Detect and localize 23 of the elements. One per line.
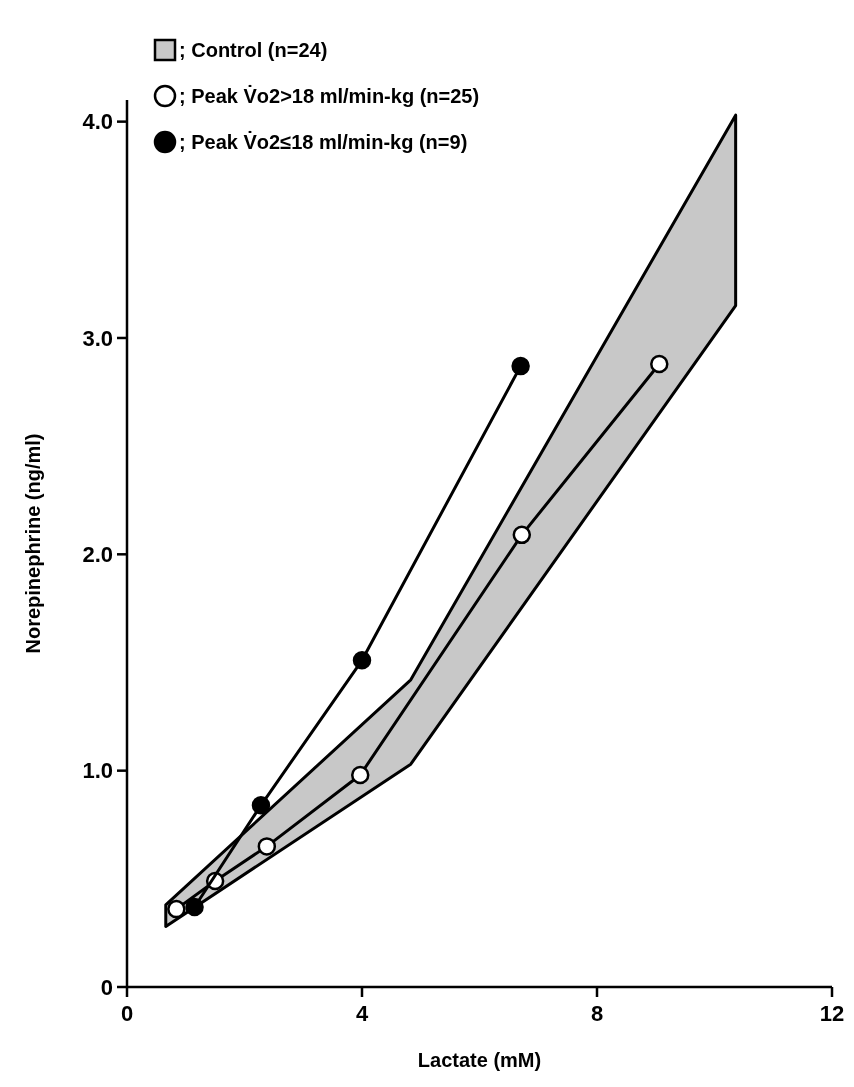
legend-label: ; Peak V̇o2≤18 ml/min-kg (n=9) <box>179 130 468 153</box>
x-tick-label: 0 <box>120 1001 134 1026</box>
point <box>352 651 372 670</box>
y-tick-label: 2.0 <box>82 542 113 568</box>
y-axis-title: Norepinephrine (ng/ml) <box>22 433 44 654</box>
point <box>511 356 530 376</box>
point <box>167 899 186 919</box>
y-tick-label: 3.0 <box>82 325 113 351</box>
x-axis-title: Lactate (mM) <box>417 1049 542 1071</box>
y-tick-label: 4.0 <box>82 109 113 135</box>
point <box>650 354 669 374</box>
y-tick-label: 1.0 <box>82 758 113 784</box>
point <box>350 765 370 785</box>
point <box>185 897 204 917</box>
x-tick-label: 8 <box>590 1001 604 1026</box>
legend-label: ; Control (n=24) <box>179 39 328 61</box>
legend-label: ; Peak V̇o2>18 ml/min-kg (n=25) <box>179 84 480 107</box>
x-tick-label: 12 <box>819 1001 845 1026</box>
point <box>257 837 277 856</box>
x-tick-label: 4 <box>355 1001 369 1026</box>
y-tick-label: 0 <box>100 974 113 1000</box>
point <box>512 525 532 545</box>
point <box>251 796 271 815</box>
